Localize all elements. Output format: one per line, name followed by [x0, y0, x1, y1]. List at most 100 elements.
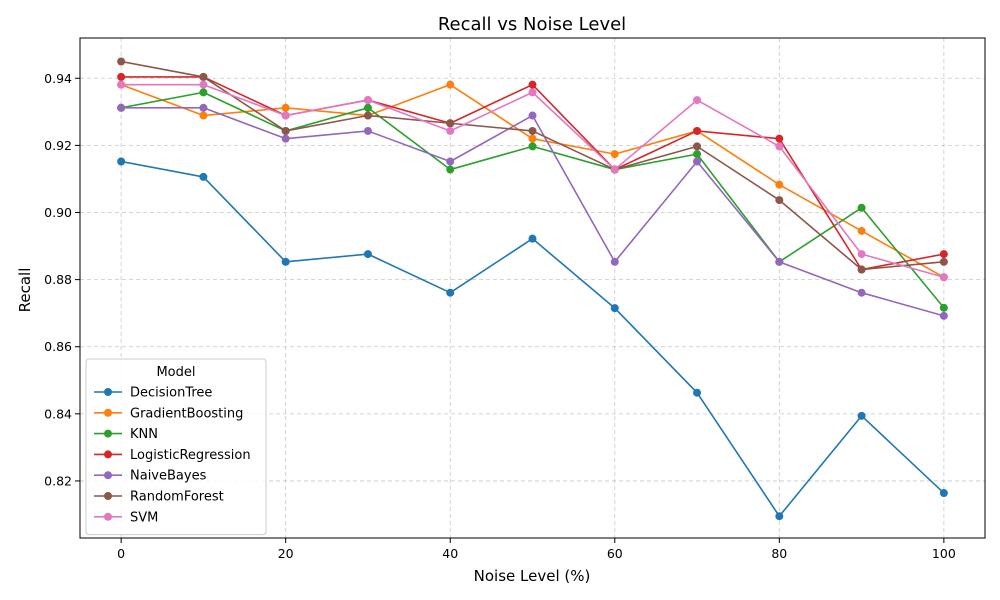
data-point-knn	[939, 303, 948, 312]
y-axis-label: Recall	[16, 268, 34, 313]
data-point-decisiontree	[528, 234, 537, 243]
y-tick-label: 0.86	[44, 339, 72, 354]
data-point-decisiontree	[199, 172, 208, 181]
data-point-logisticregression	[117, 72, 126, 81]
data-point-svm	[775, 142, 784, 151]
data-point-logisticregression	[775, 134, 784, 143]
data-point-decisiontree	[775, 512, 784, 521]
legend-label-gradientboosting: GradientBoosting	[130, 406, 243, 421]
y-tick-label: 0.84	[44, 406, 72, 421]
data-point-gradientboosting	[281, 103, 290, 112]
legend-marker-naivebayes	[104, 471, 112, 480]
data-point-naivebayes	[446, 157, 455, 166]
data-point-naivebayes	[693, 157, 702, 166]
y-tick-label: 0.88	[44, 272, 72, 287]
data-point-naivebayes	[857, 288, 866, 297]
legend-label-decisiontree: DecisionTree	[130, 386, 212, 401]
data-point-decisiontree	[939, 489, 948, 498]
legend-label-knn: KNN	[130, 427, 158, 442]
data-point-svm	[857, 250, 866, 259]
data-point-decisiontree	[363, 250, 372, 259]
data-point-randomforest	[281, 126, 290, 135]
x-tick-label: 60	[607, 546, 623, 561]
legend-item-randomforest: RandomForest	[94, 490, 224, 505]
data-point-naivebayes	[363, 126, 372, 135]
series-layer	[117, 57, 948, 521]
data-point-decisiontree	[281, 257, 290, 266]
legend-item-logisticregression: LogisticRegression	[94, 448, 251, 463]
data-point-knn	[199, 88, 208, 97]
legend-label-naivebayes: NaiveBayes	[130, 469, 207, 484]
data-point-svm	[281, 111, 290, 120]
legend-item-gradientboosting: GradientBoosting	[94, 406, 243, 421]
y-tick-label: 0.90	[44, 205, 72, 220]
data-point-naivebayes	[939, 311, 948, 320]
data-point-gradientboosting	[199, 111, 208, 120]
data-point-svm	[363, 96, 372, 105]
data-point-decisiontree	[857, 411, 866, 420]
data-point-naivebayes	[117, 103, 126, 112]
data-point-knn	[363, 103, 372, 112]
legend-marker-randomforest	[104, 492, 112, 500]
data-point-randomforest	[528, 126, 537, 135]
data-point-knn	[446, 165, 455, 174]
data-point-knn	[693, 150, 702, 159]
data-point-randomforest	[199, 72, 208, 81]
data-point-gradientboosting	[446, 80, 455, 89]
data-point-gradientboosting	[857, 226, 866, 235]
data-point-svm	[939, 273, 948, 282]
legend-item-decisiontree: DecisionTree	[94, 386, 212, 401]
legend-label-randomforest: RandomForest	[130, 490, 224, 505]
data-point-logisticregression	[939, 250, 948, 259]
data-point-knn	[857, 203, 866, 212]
legend-item-svm: SVM	[94, 510, 158, 525]
chart-title: Recall vs Noise Level	[438, 14, 626, 35]
data-point-decisiontree	[693, 388, 702, 397]
data-point-svm	[693, 96, 702, 105]
legend-title: Model	[156, 365, 195, 380]
x-tick-label: 80	[771, 546, 787, 561]
legend-box	[85, 358, 267, 536]
data-point-svm	[528, 88, 537, 97]
data-point-logisticregression	[693, 126, 702, 135]
legend-label-logisticregression: LogisticRegression	[130, 448, 251, 463]
data-point-knn	[528, 142, 537, 151]
series-decisiontree	[117, 157, 948, 521]
data-point-randomforest	[775, 196, 784, 205]
data-point-randomforest	[857, 265, 866, 274]
series-randomforest	[117, 57, 948, 274]
legend-marker-logisticregression	[104, 450, 112, 459]
legend-marker-knn	[104, 429, 112, 438]
y-tick-label: 0.94	[44, 71, 72, 86]
legend-marker-gradientboosting	[104, 408, 112, 417]
data-point-svm	[117, 80, 126, 89]
data-point-randomforest	[693, 142, 702, 151]
legend-item-naivebayes: NaiveBayes	[94, 469, 207, 484]
plot-frame	[79, 37, 986, 539]
data-point-svm	[199, 80, 208, 89]
data-point-naivebayes	[199, 103, 208, 112]
data-point-randomforest	[363, 111, 372, 120]
data-point-gradientboosting	[528, 134, 537, 143]
data-point-logisticregression	[528, 80, 537, 89]
data-point-naivebayes	[610, 257, 619, 266]
x-tick-label: 40	[442, 546, 458, 561]
series-svm	[117, 80, 948, 282]
x-tick-label: 0	[117, 546, 125, 561]
data-point-decisiontree	[610, 304, 619, 313]
data-point-svm	[610, 165, 619, 174]
data-point-randomforest	[939, 257, 948, 266]
x-tick-label: 100	[932, 546, 956, 561]
data-point-gradientboosting	[610, 150, 619, 159]
data-point-naivebayes	[281, 134, 290, 143]
legend-item-knn: KNN	[94, 427, 158, 442]
legend-label-svm: SVM	[130, 510, 158, 525]
data-point-gradientboosting	[775, 180, 784, 189]
data-point-randomforest	[117, 57, 126, 66]
x-tick-label: 20	[278, 546, 294, 561]
y-tick-label: 0.92	[44, 138, 72, 153]
y-tick-label: 0.82	[44, 473, 72, 488]
data-point-svm	[446, 126, 455, 135]
series-naivebayes	[117, 103, 948, 320]
